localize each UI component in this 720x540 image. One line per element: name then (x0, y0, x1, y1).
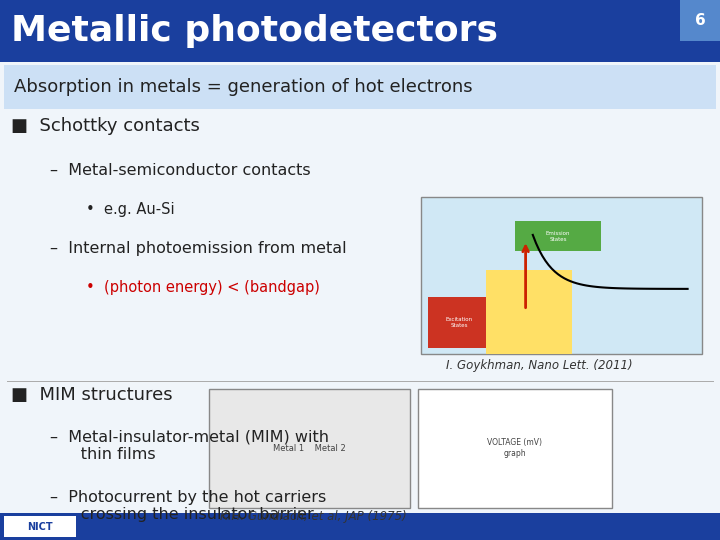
FancyBboxPatch shape (428, 297, 490, 348)
Text: –  Metal-semiconductor contacts: – Metal-semiconductor contacts (50, 163, 311, 178)
Text: Emission
States: Emission States (546, 231, 570, 242)
Text: I. Goykhman, Nano Lett. (2011): I. Goykhman, Nano Lett. (2011) (446, 359, 633, 372)
Text: NICT: NICT (27, 522, 53, 531)
FancyBboxPatch shape (418, 389, 612, 508)
Text: Absorption in metals = generation of hot electrons: Absorption in metals = generation of hot… (14, 78, 473, 96)
FancyBboxPatch shape (515, 221, 601, 251)
Text: –  Metal-insulator-metal (MIM) with
      thin films: – Metal-insulator-metal (MIM) with thin … (50, 429, 329, 462)
FancyBboxPatch shape (680, 0, 720, 40)
Text: ■  MIM structures: ■ MIM structures (11, 386, 172, 404)
Text: Metal 1    Metal 2: Metal 1 Metal 2 (273, 444, 346, 453)
Text: K.H. Gundlach, et al, JAP (1975): K.H. Gundlach, et al, JAP (1975) (220, 510, 406, 523)
FancyBboxPatch shape (421, 197, 702, 354)
FancyBboxPatch shape (4, 516, 76, 537)
Text: VOLTAGE (mV)
graph: VOLTAGE (mV) graph (487, 438, 542, 458)
FancyBboxPatch shape (209, 389, 410, 508)
FancyBboxPatch shape (0, 0, 720, 62)
Text: Metallic photodetectors: Metallic photodetectors (11, 14, 498, 48)
Text: Excitation
States: Excitation States (446, 317, 472, 328)
Text: 6: 6 (695, 13, 706, 28)
Text: –  Internal photoemission from metal: – Internal photoemission from metal (50, 241, 347, 256)
FancyBboxPatch shape (0, 513, 720, 540)
Text: •  (photon energy) < (bandgap): • (photon energy) < (bandgap) (86, 280, 320, 295)
FancyBboxPatch shape (4, 65, 716, 109)
Text: –  Photocurrent by the hot carriers
      crossing the insulator barrier: – Photocurrent by the hot carriers cross… (50, 490, 327, 522)
Text: •  e.g. Au-Si: • e.g. Au-Si (86, 202, 175, 217)
FancyBboxPatch shape (486, 270, 572, 354)
Text: ■  Schottky contacts: ■ Schottky contacts (11, 117, 199, 135)
